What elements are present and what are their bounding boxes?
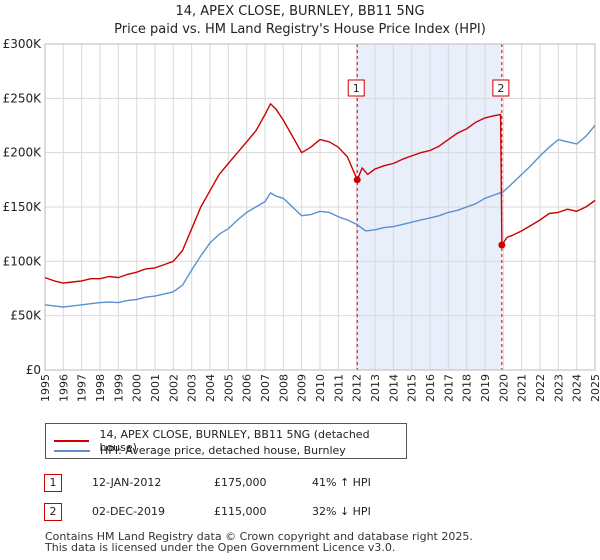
sale-point bbox=[498, 241, 506, 249]
marker-label: 1 bbox=[353, 82, 360, 95]
legend-label-property: 14, APEX CLOSE, BURNLEY, BB11 5NG (detac… bbox=[99, 428, 370, 454]
x-tick-label: 2010 bbox=[314, 374, 327, 402]
y-tick-label: £100K bbox=[3, 254, 43, 268]
x-tick-label: 2005 bbox=[222, 374, 235, 402]
x-tick-label: 2022 bbox=[534, 374, 547, 402]
chart-title: 14, APEX CLOSE, BURNLEY, BB11 5NG bbox=[175, 4, 425, 19]
chart-legend: 14, APEX CLOSE, BURNLEY, BB11 5NG (detac… bbox=[45, 423, 407, 459]
x-tick-label: 2008 bbox=[277, 374, 290, 402]
x-tick-label: 2012 bbox=[351, 374, 364, 402]
x-tick-label: 2021 bbox=[516, 374, 529, 402]
x-tick-label: 2024 bbox=[571, 374, 584, 402]
footer-copyright: Contains HM Land Registry data © Crown c… bbox=[45, 530, 473, 543]
x-tick-label: 2025 bbox=[589, 374, 600, 402]
x-tick-label: 2004 bbox=[204, 374, 217, 402]
chart-subtitle: Price paid vs. HM Land Registry's House … bbox=[114, 22, 486, 37]
transaction-badge: 1 bbox=[44, 474, 62, 492]
legend-label-hpi: HPI: Average price, detached house, Burn… bbox=[100, 444, 346, 457]
sale-point bbox=[353, 176, 361, 184]
y-tick-label: £0 bbox=[26, 363, 41, 377]
footer: Contains HM Land Registry data © Crown c… bbox=[45, 531, 473, 553]
x-tick-label: 2015 bbox=[406, 374, 419, 402]
transaction-date: 12-JAN-2012 bbox=[92, 476, 162, 489]
x-tick-label: 2018 bbox=[461, 374, 474, 402]
transaction-price: £175,000 bbox=[214, 476, 267, 489]
x-tick-label: 2011 bbox=[332, 374, 345, 402]
transaction-hpi-diff: 32% ↓ HPI bbox=[312, 505, 371, 518]
x-tick-label: 2003 bbox=[186, 374, 199, 402]
marker-label-box bbox=[347, 79, 365, 97]
transaction-row: 1 12-JAN-2012 £175,000 41% ↑ HPI bbox=[44, 474, 444, 496]
x-tick-label: 2020 bbox=[497, 374, 510, 402]
x-tick-label: 2007 bbox=[259, 374, 272, 402]
x-tick-label: 2016 bbox=[424, 374, 437, 402]
legend-swatch-hpi bbox=[54, 449, 90, 452]
legend-swatch-property bbox=[54, 440, 90, 442]
x-tick-label: 2000 bbox=[131, 374, 144, 402]
marker-label-box bbox=[492, 79, 510, 97]
legend-item-hpi: HPI: Average price, detached house, Burn… bbox=[54, 444, 346, 457]
x-tick-label: 2017 bbox=[442, 374, 455, 402]
price-chart: £0 £50K £100K £150K £200K £250K £300K 1995 1996 1… bbox=[3, 37, 600, 402]
x-tick-label: 1998 bbox=[94, 374, 107, 402]
x-tick-label: 2001 bbox=[149, 374, 162, 402]
transaction-price: £115,000 bbox=[214, 505, 267, 518]
footer-license: This data is licensed under the Open Gov… bbox=[45, 541, 396, 554]
x-tick-label: 2006 bbox=[241, 374, 254, 402]
y-tick-label: £300K bbox=[3, 37, 43, 51]
x-tick-label: 2014 bbox=[387, 374, 400, 402]
x-tick-label: 1996 bbox=[57, 374, 70, 402]
x-tick-label: 1995 bbox=[39, 374, 52, 402]
y-tick-label: £50K bbox=[10, 309, 42, 323]
y-tick-label: £150K bbox=[3, 200, 43, 214]
x-tick-label: 2023 bbox=[552, 374, 565, 402]
x-tick-label: 2013 bbox=[369, 374, 382, 402]
x-tick-label: 1997 bbox=[76, 374, 89, 402]
x-tick-label: 1999 bbox=[112, 374, 125, 402]
y-tick-label: £250K bbox=[3, 91, 43, 105]
transaction-badge: 2 bbox=[44, 503, 62, 521]
transaction-date: 02-DEC-2019 bbox=[92, 505, 166, 518]
y-tick-label: £200K bbox=[3, 146, 43, 160]
marker-label: 2 bbox=[497, 82, 504, 95]
transaction-hpi-diff: 41% ↑ HPI bbox=[312, 476, 371, 489]
legend-item-property: 14, APEX CLOSE, BURNLEY, BB11 5NG (detac… bbox=[54, 428, 406, 454]
transaction-row: 2 02-DEC-2019 £115,000 32% ↓ HPI bbox=[44, 503, 444, 525]
x-tick-label: 2019 bbox=[479, 374, 492, 402]
x-tick-label: 2009 bbox=[296, 374, 309, 402]
plot-frame bbox=[44, 43, 596, 371]
x-tick-label: 2002 bbox=[167, 374, 180, 402]
